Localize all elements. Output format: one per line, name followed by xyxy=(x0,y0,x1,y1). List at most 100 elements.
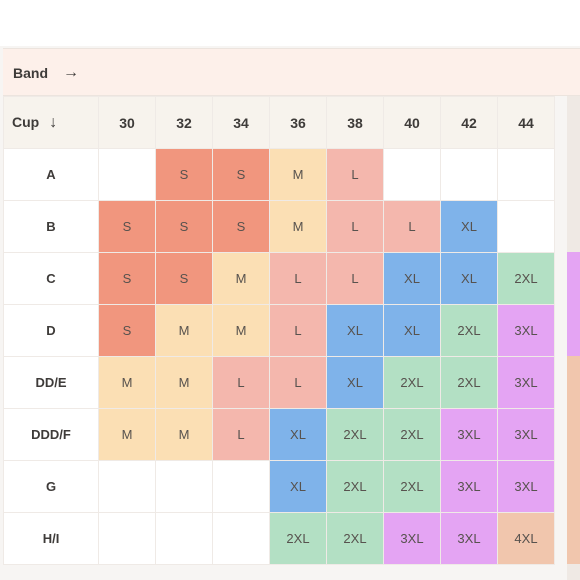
size-cell: S xyxy=(212,148,270,201)
cup-size-label: G xyxy=(3,460,99,513)
band-sizes-row: Cup ↓ 30 32 34 36 38 40 42 44 xyxy=(3,96,555,149)
size-cell: 3XL xyxy=(497,356,555,409)
size-cell: M xyxy=(155,356,213,409)
top-blank-area xyxy=(0,0,580,46)
band-size-44: 44 xyxy=(497,96,555,149)
empty-cell xyxy=(98,460,156,513)
size-cell: 4XL xyxy=(497,512,555,565)
size-cell: 2XL xyxy=(440,356,498,409)
size-cell: S xyxy=(98,252,156,305)
size-cell: L xyxy=(269,304,327,357)
size-cell: 2XL xyxy=(383,356,441,409)
band-header-row: Band → xyxy=(3,48,580,96)
size-cell: L xyxy=(269,252,327,305)
cup-size-label: DD/E xyxy=(3,356,99,409)
size-cell: S xyxy=(212,200,270,253)
size-cell: 2XL xyxy=(326,512,384,565)
size-cell: 3XL xyxy=(383,512,441,565)
band-size-34: 34 xyxy=(212,96,270,149)
size-cell: 3XL xyxy=(440,512,498,565)
size-cell: 2XL xyxy=(326,460,384,513)
size-cell: 2XL xyxy=(440,304,498,357)
band-size-42: 42 xyxy=(440,96,498,149)
band-size-30: 30 xyxy=(98,96,156,149)
table-row: G XL 2XL 2XL 3XL 3XL xyxy=(3,460,555,513)
size-cell: 3XL xyxy=(497,304,555,357)
size-cell: L xyxy=(383,200,441,253)
size-cell: XL xyxy=(269,408,327,461)
size-cell: 3XL xyxy=(497,408,555,461)
table-row: H/I 2XL 2XL 3XL 3XL 4XL xyxy=(3,512,555,565)
cup-size-label: H/I xyxy=(3,512,99,565)
size-cell: S xyxy=(98,304,156,357)
size-cell: M xyxy=(212,252,270,305)
empty-cell xyxy=(98,148,156,201)
cup-label: Cup xyxy=(12,113,40,130)
size-cell: XL xyxy=(440,200,498,253)
table-row: C S S M L L XL XL 2XL xyxy=(3,252,555,305)
cup-header-cell: Cup ↓ xyxy=(3,96,99,149)
size-cell: M xyxy=(212,304,270,357)
size-cell: M xyxy=(98,356,156,409)
right-arrow-icon: → xyxy=(63,64,79,81)
size-cell: M xyxy=(98,408,156,461)
size-cell: S xyxy=(155,200,213,253)
table-row: DD/E M M L L XL 2XL 2XL 3XL xyxy=(3,356,555,409)
size-cell: 3XL xyxy=(497,460,555,513)
cutoff-cell xyxy=(567,252,580,304)
cutoff-cell xyxy=(567,408,580,460)
cup-size-label: D xyxy=(3,304,99,357)
size-cell: L xyxy=(326,148,384,201)
size-cell: S xyxy=(98,200,156,253)
size-cell: XL xyxy=(383,304,441,357)
size-cell: M xyxy=(269,148,327,201)
size-cell: S xyxy=(155,252,213,305)
size-cell: M xyxy=(155,408,213,461)
cup-size-label: A xyxy=(3,148,99,201)
empty-cell xyxy=(212,460,270,513)
cutoff-cell xyxy=(567,460,580,512)
empty-cell xyxy=(212,512,270,565)
size-cell: XL xyxy=(383,252,441,305)
cup-size-label: B xyxy=(3,200,99,253)
size-cell: L xyxy=(326,252,384,305)
size-cell: M xyxy=(269,200,327,253)
table-row: DDD/F M M L XL 2XL 2XL 3XL 3XL xyxy=(3,408,555,461)
cup-size-label: C xyxy=(3,252,99,305)
size-cell: L xyxy=(326,200,384,253)
size-cell: 3XL xyxy=(440,408,498,461)
table-row: B S S S M L L XL xyxy=(3,200,555,253)
empty-cell xyxy=(98,512,156,565)
size-cell: 2XL xyxy=(269,512,327,565)
cup-size-label: DDD/F xyxy=(3,408,99,461)
empty-cell xyxy=(497,148,555,201)
size-cell: M xyxy=(155,304,213,357)
cutoff-cell xyxy=(567,304,580,356)
size-cell: L xyxy=(212,408,270,461)
size-cell: L xyxy=(269,356,327,409)
empty-cell xyxy=(440,148,498,201)
cutoff-cell xyxy=(567,512,580,564)
empty-cell xyxy=(497,200,555,253)
down-arrow-icon: ↓ xyxy=(49,113,58,131)
empty-cell xyxy=(155,460,213,513)
cutoff-cell xyxy=(567,356,580,408)
band-size-36: 36 xyxy=(269,96,327,149)
size-cell: XL xyxy=(440,252,498,305)
size-cell: 3XL xyxy=(440,460,498,513)
band-size-38: 38 xyxy=(326,96,384,149)
size-cell: L xyxy=(212,356,270,409)
size-chart-table: Cup ↓ 30 32 34 36 38 40 42 44 A S S M L B S S S M L L XL C S S M… xyxy=(3,96,555,565)
size-cell: XL xyxy=(326,356,384,409)
size-cell: 2XL xyxy=(383,460,441,513)
size-cell: XL xyxy=(326,304,384,357)
size-cell: 2XL xyxy=(326,408,384,461)
band-size-40: 40 xyxy=(383,96,441,149)
size-cell: 2XL xyxy=(497,252,555,305)
band-label: Band xyxy=(13,65,48,81)
size-cell: 2XL xyxy=(383,408,441,461)
empty-cell xyxy=(383,148,441,201)
empty-cell xyxy=(155,512,213,565)
